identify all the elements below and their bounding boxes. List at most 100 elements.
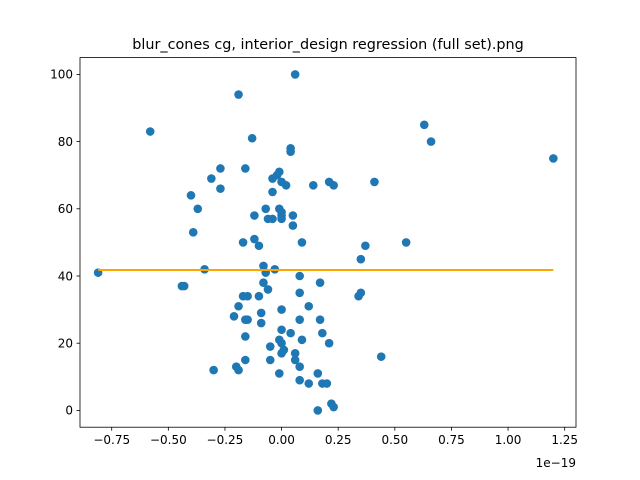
scatter-point bbox=[256, 318, 266, 328]
scatter-point bbox=[290, 70, 300, 79]
scatter-point bbox=[286, 328, 295, 338]
y-tick-label: 0 bbox=[65, 404, 73, 418]
y-tick-label: 60 bbox=[58, 202, 73, 216]
scatter-point bbox=[234, 365, 243, 375]
scatter-point bbox=[277, 305, 286, 314]
scatter-point bbox=[295, 288, 304, 298]
scatter-point bbox=[234, 90, 243, 99]
scatter-point bbox=[313, 406, 323, 415]
scatter-point bbox=[247, 133, 257, 143]
scatter-point bbox=[329, 402, 338, 412]
scatter-point bbox=[209, 365, 218, 375]
scatter-point bbox=[426, 137, 436, 146]
x-axis: −0.75 −0.50 −0.25 0.00 0.25 0.50 0.75 1.00 1.25 bbox=[93, 427, 578, 447]
scatter-point bbox=[259, 278, 268, 288]
scatter-point bbox=[254, 291, 264, 301]
scatter-point bbox=[356, 288, 366, 298]
scatter-point bbox=[229, 312, 239, 321]
scatter-point bbox=[315, 315, 325, 324]
scatter-point bbox=[295, 375, 304, 385]
scatter-point bbox=[268, 187, 277, 197]
scatter-point bbox=[279, 345, 289, 355]
scatter-point bbox=[216, 164, 225, 173]
x-axis-offset-label: 1e−19 bbox=[536, 456, 576, 470]
x-tick-label: 0.25 bbox=[325, 433, 352, 447]
scatter-point bbox=[179, 281, 189, 291]
scatter-point bbox=[324, 338, 334, 348]
scatter-point bbox=[259, 261, 268, 271]
x-tick-label: 0.75 bbox=[438, 433, 465, 447]
scatter-point bbox=[254, 241, 264, 251]
scatter-point bbox=[322, 379, 332, 388]
scatter-point bbox=[277, 325, 286, 335]
scatter-point bbox=[361, 241, 370, 251]
scatter-point bbox=[295, 362, 304, 372]
scatter-point bbox=[313, 369, 323, 378]
scatter-point bbox=[329, 180, 338, 190]
scatter-point bbox=[304, 379, 314, 388]
scatter-point bbox=[356, 254, 366, 264]
scatter-point bbox=[376, 352, 386, 361]
x-tick-label: −0.75 bbox=[93, 433, 130, 447]
scatter-point bbox=[304, 301, 314, 311]
scatter-point bbox=[549, 154, 558, 163]
scatter-point bbox=[250, 211, 259, 220]
scatter-point bbox=[286, 147, 295, 156]
x-tick-label: 1.00 bbox=[495, 433, 522, 447]
scatter-point bbox=[265, 355, 275, 365]
scatter-point bbox=[216, 184, 225, 193]
scatter-point bbox=[241, 332, 250, 341]
x-tick-label: 0.00 bbox=[268, 433, 295, 447]
y-tick-label: 80 bbox=[58, 135, 73, 149]
x-tick-label: −0.25 bbox=[207, 433, 244, 447]
scatter-point bbox=[188, 228, 198, 237]
scatter-point bbox=[241, 315, 250, 324]
scatter-point bbox=[277, 214, 286, 224]
scatter-point bbox=[288, 211, 298, 220]
scatter-point bbox=[281, 180, 291, 190]
x-tick-label: 0.50 bbox=[381, 433, 408, 447]
chart-title: blur_cones cg, interior_design regressio… bbox=[132, 37, 524, 53]
scatter-point bbox=[268, 214, 277, 224]
y-tick-label: 40 bbox=[58, 269, 73, 283]
scatter-point bbox=[318, 328, 327, 338]
plot-frame bbox=[79, 57, 577, 428]
scatter-point bbox=[238, 238, 248, 247]
scatter-point bbox=[370, 177, 379, 187]
y-axis: 0 20 40 60 80 100 bbox=[50, 68, 80, 418]
scatter-point bbox=[275, 167, 284, 177]
x-tick-label: 1.25 bbox=[551, 433, 578, 447]
scatter-point bbox=[290, 355, 300, 365]
scatter-point bbox=[193, 204, 203, 214]
scatter-point bbox=[401, 238, 411, 247]
scatter-point bbox=[315, 278, 325, 288]
scatter-point bbox=[263, 285, 273, 294]
scatter-point bbox=[186, 191, 196, 200]
scatter-point bbox=[265, 342, 275, 351]
scatter-point bbox=[288, 221, 298, 230]
scatter-point bbox=[234, 301, 243, 311]
y-tick-label: 20 bbox=[58, 337, 73, 351]
scatter-point bbox=[277, 338, 286, 348]
scatter-point bbox=[207, 174, 216, 183]
scatter-point bbox=[290, 348, 300, 358]
scatter-point bbox=[419, 120, 429, 130]
scatter-point bbox=[256, 308, 266, 318]
x-tick-label: −0.50 bbox=[150, 433, 187, 447]
scatter-point bbox=[250, 234, 259, 244]
scatter-point bbox=[295, 315, 304, 324]
scatter-point bbox=[297, 335, 307, 345]
scatter-point bbox=[308, 180, 318, 190]
scatter-point bbox=[295, 271, 304, 281]
plot-area bbox=[93, 70, 558, 415]
scatter-point bbox=[145, 127, 155, 136]
scatter-point bbox=[241, 355, 250, 365]
scatter-point bbox=[243, 291, 252, 301]
y-tick-label: 100 bbox=[50, 68, 73, 82]
scatter-point bbox=[297, 238, 307, 247]
scatter-point bbox=[275, 369, 284, 378]
scatter-point bbox=[261, 204, 271, 214]
scatter-point bbox=[241, 164, 250, 173]
